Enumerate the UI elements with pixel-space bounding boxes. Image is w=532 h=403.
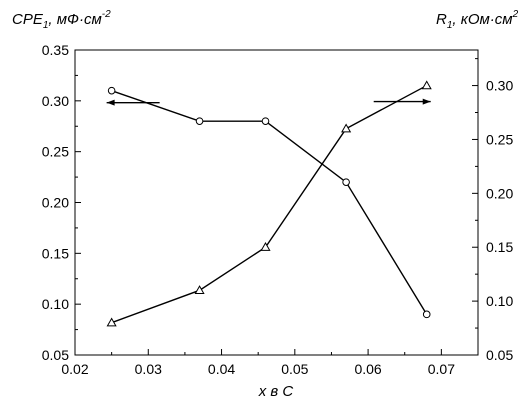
left-y-tick-label: 0.20	[42, 195, 69, 211]
right-y-axis-title: R1, кОм·см2	[436, 9, 519, 31]
x-axis: 0.02 0.03 0.04 0.05 0.06 0.07	[61, 349, 455, 377]
left-y-axis: 0.05 0.10 0.15 0.20 0.25 0.30 0.35	[42, 42, 81, 363]
x-tick-label: 0.02	[61, 361, 88, 377]
right-y-tick-label: 0.15	[486, 239, 513, 255]
series-1-point	[195, 117, 204, 125]
series-1-point	[261, 117, 270, 125]
left-y-title-sup: -2	[102, 9, 111, 20]
left-y-tick-label: 0.25	[42, 144, 69, 160]
x-tick-label: 0.03	[135, 361, 162, 377]
series-layer	[106, 80, 432, 327]
x-axis-title: x в C	[258, 383, 294, 400]
right-y-tick-label: 0.05	[486, 347, 513, 363]
series-1-point	[422, 310, 431, 319]
x-tick-label: 0.04	[208, 361, 235, 377]
series-2-point	[194, 285, 205, 294]
right-y-tick-label: 0.30	[486, 78, 513, 94]
right-y-title-unit: , кОм·см	[452, 11, 512, 28]
plot-frame	[74, 49, 479, 356]
series-2-point	[421, 80, 432, 90]
left-y-title-unit: , мФ·см	[48, 11, 101, 28]
x-tick-label: 0.07	[428, 361, 455, 377]
left-y-tick-label: 0.30	[42, 93, 69, 109]
right-y-tick-label: 0.20	[486, 185, 513, 201]
left-y-axis-title: CPE1, мФ·см-2	[12, 9, 111, 31]
right-y-title-sup: 2	[512, 9, 519, 20]
arrow-layer	[106, 98, 431, 106]
left-y-tick-label: 0.10	[42, 296, 69, 312]
series-2-point	[260, 242, 271, 251]
axis-arrow-head	[422, 98, 431, 105]
axis-arrow-head	[106, 99, 115, 106]
x-tick-label: 0.05	[281, 361, 308, 377]
x-tick-label: 0.06	[354, 361, 381, 377]
right-y-axis: 0.05 0.10 0.15 0.20 0.25 0.30	[472, 58, 513, 363]
left-y-tick-label: 0.15	[42, 245, 69, 261]
left-y-title-sub: 1	[43, 20, 49, 31]
right-y-tick-label: 0.25	[486, 131, 513, 147]
left-y-tick-label: 0.05	[42, 347, 69, 363]
series-1-point	[107, 86, 116, 95]
left-y-title-main: CPE	[12, 11, 44, 28]
right-y-title-sub: 1	[447, 20, 453, 31]
right-y-tick-label: 0.10	[486, 293, 513, 309]
right-y-title-main: R	[436, 11, 447, 28]
left-y-tick-label: 0.35	[42, 42, 69, 58]
series-2-point	[106, 317, 117, 327]
series-2-point	[341, 123, 352, 133]
series-1-line	[111, 90, 428, 315]
series-1-point	[342, 178, 350, 186]
